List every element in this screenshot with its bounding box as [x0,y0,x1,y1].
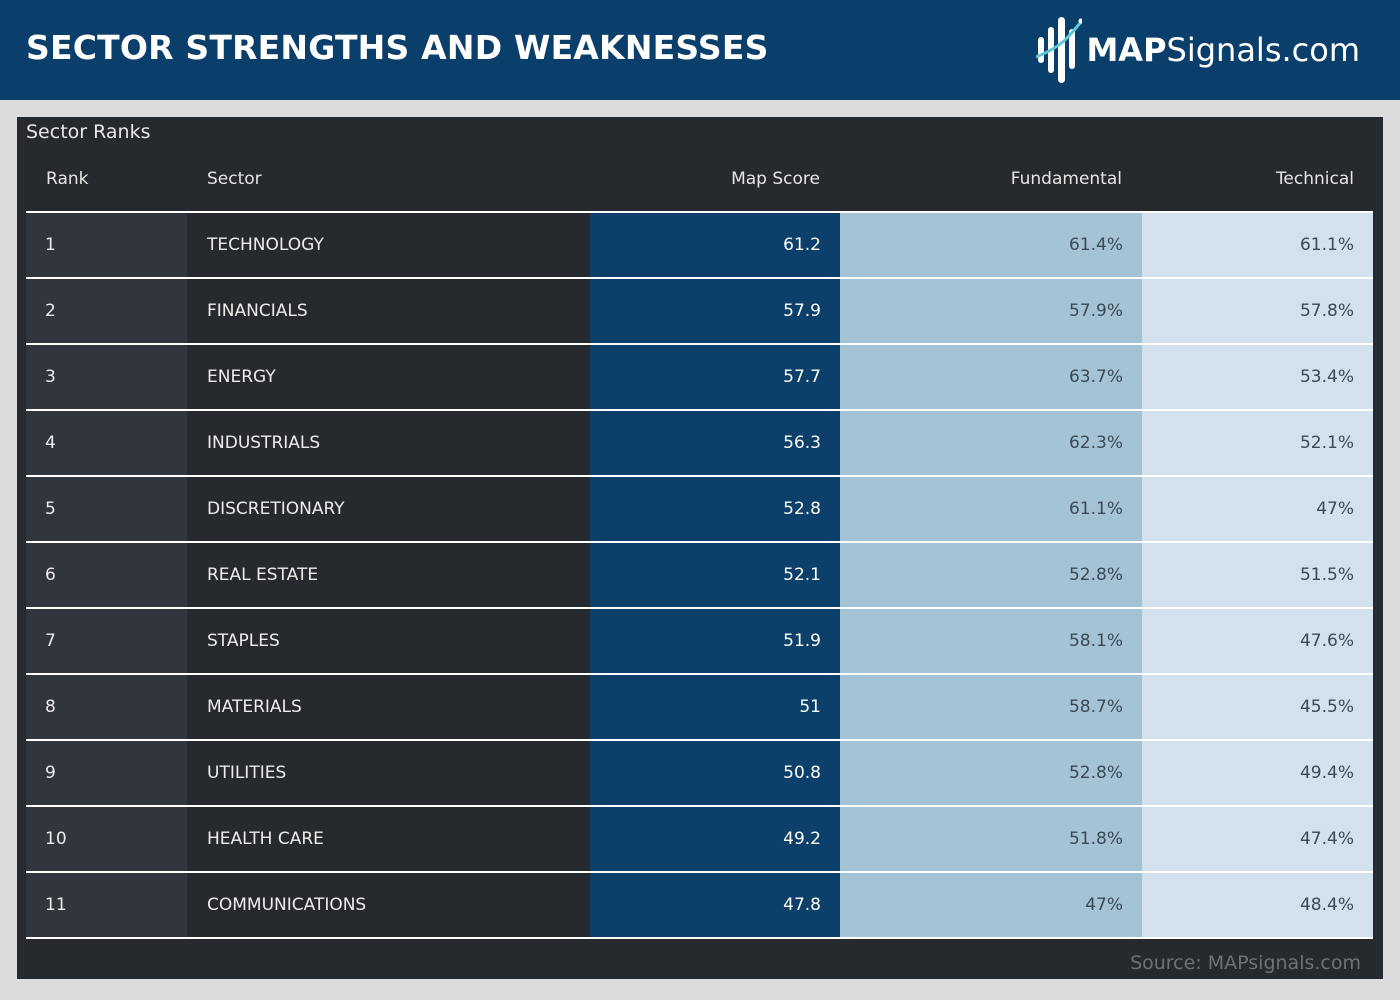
fundamental-cell: 51.8% [840,807,1142,871]
brand-logo: MAPSignals.com [1036,16,1360,84]
rank-cell: 5 [26,477,187,541]
table-row: 1 TECHNOLOGY 61.2 61.4% 61.1% [26,213,1373,279]
table-row: 2 FINANCIALS 57.9 57.9% 57.8% [26,279,1373,345]
map-score-cell: 51.9 [590,609,840,673]
fundamental-cell: 47% [840,873,1142,937]
technical-cell: 45.5% [1142,675,1373,739]
technical-cell: 51.5% [1142,543,1373,607]
table-row: 10 HEALTH CARE 49.2 51.8% 47.4% [26,807,1373,873]
rank-cell: 6 [26,543,187,607]
logo-text-rest: Signals.com [1166,31,1360,69]
rank-cell: 4 [26,411,187,475]
sector-cell: INDUSTRIALS [187,411,590,475]
map-score-cell: 51 [590,675,840,739]
fundamental-cell: 58.7% [840,675,1142,739]
technical-cell: 57.8% [1142,279,1373,343]
fundamental-cell: 63.7% [840,345,1142,409]
panel-title: Sector Ranks [26,121,151,143]
map-score-cell: 61.2 [590,213,840,277]
sector-cell: UTILITIES [187,741,590,805]
technical-cell: 52.1% [1142,411,1373,475]
map-score-cell: 49.2 [590,807,840,871]
rank-cell: 11 [26,873,187,937]
rank-cell: 3 [26,345,187,409]
fundamental-cell: 62.3% [840,411,1142,475]
table-row: 4 INDUSTRIALS 56.3 62.3% 52.1% [26,411,1373,477]
logo-text: MAPSignals.com [1086,31,1360,69]
technical-cell: 47% [1142,477,1373,541]
fundamental-cell: 57.9% [840,279,1142,343]
rank-cell: 10 [26,807,187,871]
technical-cell: 53.4% [1142,345,1373,409]
table-row: 8 MATERIALS 51 58.7% 45.5% [26,675,1373,741]
map-score-cell: 47.8 [590,873,840,937]
technical-cell: 49.4% [1142,741,1373,805]
sector-cell: REAL ESTATE [187,543,590,607]
sector-cell: STAPLES [187,609,590,673]
rank-cell: 8 [26,675,187,739]
page-title: SECTOR STRENGTHS AND WEAKNESSES [26,28,769,67]
technical-cell: 47.6% [1142,609,1373,673]
map-score-cell: 57.7 [590,345,840,409]
fundamental-cell: 61.1% [840,477,1142,541]
column-header-map-score: Map Score [731,169,820,189]
map-score-cell: 52.1 [590,543,840,607]
sector-cell: FINANCIALS [187,279,590,343]
table-row: 3 ENERGY 57.7 63.7% 53.4% [26,345,1373,411]
technical-cell: 61.1% [1142,213,1373,277]
sector-cell: HEALTH CARE [187,807,590,871]
column-header-fundamental: Fundamental [1010,169,1122,189]
sector-cell: DISCRETIONARY [187,477,590,541]
sector-cell: ENERGY [187,345,590,409]
mapsignals-logo-icon [1036,17,1083,83]
rank-cell: 9 [26,741,187,805]
fundamental-cell: 52.8% [840,543,1142,607]
table-header: Rank Sector Map Score Fundamental Techni… [26,165,1373,211]
table-row: 7 STAPLES 51.9 58.1% 47.6% [26,609,1373,675]
map-score-cell: 57.9 [590,279,840,343]
table-body: 1 TECHNOLOGY 61.2 61.4% 61.1% 2 FINANCIALS 57.9… [26,211,1373,939]
map-score-cell: 50.8 [590,741,840,805]
rank-cell: 1 [26,213,187,277]
column-header-sector: Sector [207,169,262,189]
sector-cell: TECHNOLOGY [187,213,590,277]
rank-cell: 2 [26,279,187,343]
fundamental-cell: 58.1% [840,609,1142,673]
column-header-rank: Rank [46,169,89,189]
map-score-cell: 52.8 [590,477,840,541]
table-row: 9 UTILITIES 50.8 52.8% 49.4% [26,741,1373,807]
table-row: 6 REAL ESTATE 52.1 52.8% 51.5% [26,543,1373,609]
source-note: Source: MAPsignals.com [1130,952,1361,974]
table-row: 5 DISCRETIONARY 52.8 61.1% 47% [26,477,1373,543]
technical-cell: 47.4% [1142,807,1373,871]
technical-cell: 48.4% [1142,873,1373,937]
table-row: 11 COMMUNICATIONS 47.8 47% 48.4% [26,873,1373,939]
column-header-technical: Technical [1275,169,1354,189]
rank-cell: 7 [26,609,187,673]
sector-ranks-panel: Sector Ranks Rank Sector Map Score Funda… [17,117,1383,979]
header-bar: SECTOR STRENGTHS AND WEAKNESSES MAPSigna… [0,0,1400,100]
map-score-cell: 56.3 [590,411,840,475]
sector-cell: COMMUNICATIONS [187,873,590,937]
fundamental-cell: 61.4% [840,213,1142,277]
fundamental-cell: 52.8% [840,741,1142,805]
sector-cell: MATERIALS [187,675,590,739]
logo-text-bold: MAP [1086,31,1167,69]
